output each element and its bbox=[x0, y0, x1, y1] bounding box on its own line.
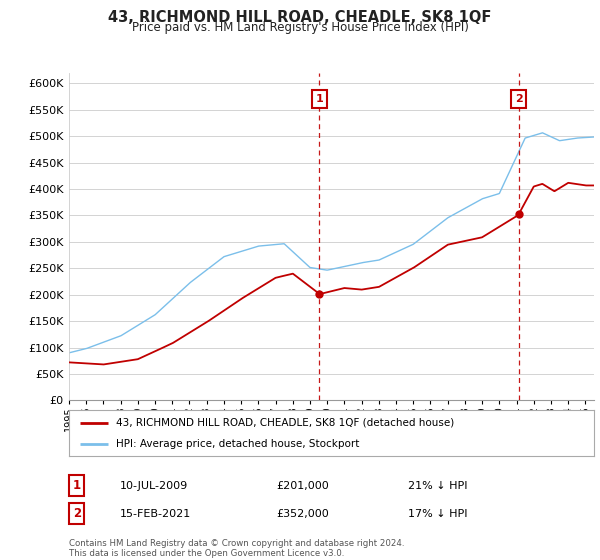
Text: 1: 1 bbox=[73, 479, 81, 492]
Text: 15-FEB-2021: 15-FEB-2021 bbox=[120, 508, 191, 519]
Text: £352,000: £352,000 bbox=[276, 508, 329, 519]
Text: Contains HM Land Registry data © Crown copyright and database right 2024.
This d: Contains HM Land Registry data © Crown c… bbox=[69, 539, 404, 558]
Text: 17% ↓ HPI: 17% ↓ HPI bbox=[408, 508, 467, 519]
Text: 43, RICHMOND HILL ROAD, CHEADLE, SK8 1QF (detached house): 43, RICHMOND HILL ROAD, CHEADLE, SK8 1QF… bbox=[116, 418, 455, 428]
Text: Price paid vs. HM Land Registry's House Price Index (HPI): Price paid vs. HM Land Registry's House … bbox=[131, 21, 469, 34]
Text: 2: 2 bbox=[515, 94, 523, 104]
Text: £201,000: £201,000 bbox=[276, 480, 329, 491]
Text: 21% ↓ HPI: 21% ↓ HPI bbox=[408, 480, 467, 491]
Text: 2: 2 bbox=[73, 507, 81, 520]
Text: 1: 1 bbox=[316, 94, 323, 104]
Text: 43, RICHMOND HILL ROAD, CHEADLE, SK8 1QF: 43, RICHMOND HILL ROAD, CHEADLE, SK8 1QF bbox=[109, 10, 491, 25]
Text: HPI: Average price, detached house, Stockport: HPI: Average price, detached house, Stoc… bbox=[116, 439, 359, 449]
Text: 10-JUL-2009: 10-JUL-2009 bbox=[120, 480, 188, 491]
